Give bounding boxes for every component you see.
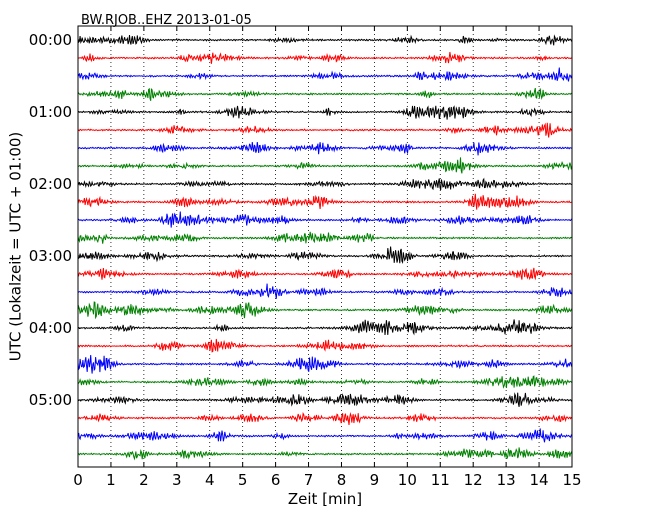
x-tick-label: 14 [530, 471, 549, 489]
x-tick-label: 9 [370, 471, 380, 489]
x-axis-title: Zeit [min] [288, 490, 362, 508]
trace-0230 [77, 211, 573, 228]
y-tick-label: 01:00 [29, 103, 72, 121]
x-tick-label: 8 [337, 471, 347, 489]
x-tick-label: 15 [562, 471, 581, 489]
y-tick-label: 00:00 [29, 31, 72, 49]
plot-frame [77, 25, 573, 468]
x-tick-label: 13 [497, 471, 516, 489]
x-tick-label: 3 [172, 471, 182, 489]
x-tick-label: 6 [271, 471, 281, 489]
trace-0215 [77, 193, 573, 210]
trace-0030 [77, 67, 573, 82]
trace-0415 [77, 338, 573, 353]
y-tick-label: 02:00 [29, 175, 72, 193]
trace-0445 [77, 375, 573, 389]
trace-0400 [77, 319, 573, 336]
trace-0530 [77, 428, 573, 443]
x-tick-label: 2 [139, 471, 149, 489]
trace-0315 [77, 267, 573, 281]
trace-0200 [77, 177, 573, 191]
trace-0015 [77, 51, 573, 64]
trace-0245 [77, 231, 573, 244]
trace-0515 [77, 411, 573, 425]
trace-0130 [77, 141, 573, 156]
x-tick-label: 1 [106, 471, 116, 489]
trace-0045 [77, 87, 573, 101]
trace-0300 [77, 246, 573, 264]
y-tick-label: 03:00 [29, 247, 72, 265]
trace-0500 [77, 392, 573, 408]
trace-0115 [77, 122, 573, 138]
trace-group [77, 34, 573, 461]
trace-0330 [77, 283, 573, 299]
x-tick-label: 11 [431, 471, 450, 489]
trace-0100 [77, 105, 573, 120]
y-tick-label: 04:00 [29, 319, 72, 337]
x-tick-label: 0 [73, 471, 83, 489]
chart-title: BW.RJOB..EHZ 2013-01-05 [81, 13, 252, 28]
x-tick-label: 7 [304, 471, 314, 489]
x-tick-label: 12 [464, 471, 483, 489]
trace-0145 [77, 157, 573, 174]
trace-0545 [77, 447, 573, 461]
x-tick-label: 4 [205, 471, 215, 489]
trace-0345 [77, 301, 573, 320]
x-tick-label: 10 [398, 471, 417, 489]
x-tick-label: 5 [238, 471, 248, 489]
trace-0430 [77, 354, 573, 374]
axis-ticks: 0 1 2 3 4 5 6 7 8 9 10 11 12 13 14 1500:0001:0002:0003:… [29, 26, 582, 489]
y-tick-label: 05:00 [29, 391, 72, 409]
trace-0000 [77, 34, 573, 46]
grid-lines [110, 26, 540, 467]
y-axis-title: UTC (Lokalzeit = UTC + 01:00) [7, 132, 25, 362]
